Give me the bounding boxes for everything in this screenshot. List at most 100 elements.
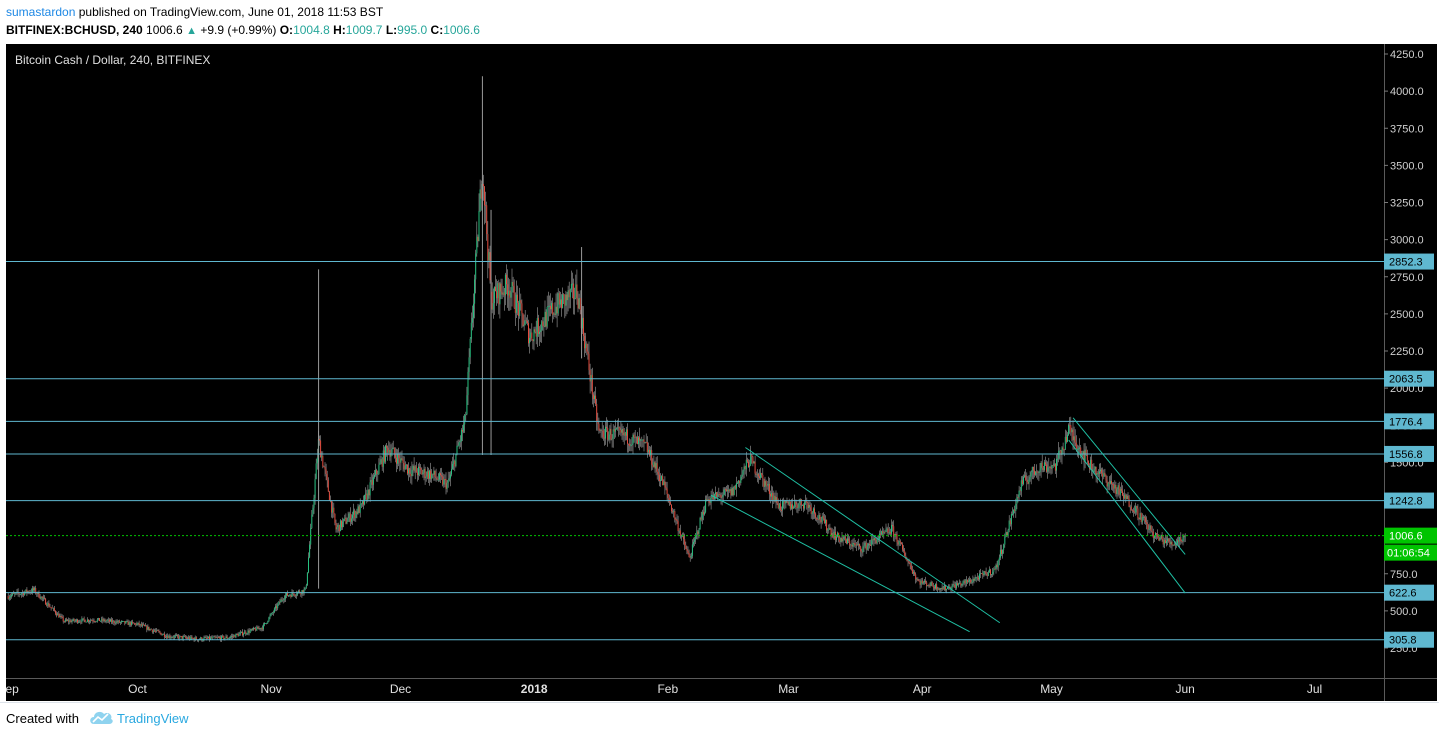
candle-body <box>497 283 499 299</box>
candle-body <box>378 464 380 474</box>
candle-body <box>748 461 749 467</box>
candle-body <box>964 580 966 584</box>
candle-body <box>1039 469 1041 473</box>
candle-body <box>885 529 887 532</box>
candle-body <box>242 631 243 636</box>
candle-body <box>688 553 690 558</box>
candle-body <box>68 620 70 622</box>
candle-body <box>26 589 28 593</box>
candle-body <box>1068 425 1070 435</box>
candle-body <box>429 470 430 479</box>
candle-body <box>342 521 344 528</box>
candle-body <box>69 620 71 622</box>
candle-body <box>270 613 272 616</box>
candle-body <box>792 504 793 509</box>
candle-body <box>312 507 314 515</box>
candle-body <box>728 489 730 492</box>
candle-body <box>1149 525 1151 530</box>
candle-body <box>179 636 181 639</box>
candle-body <box>817 519 819 520</box>
candle-body <box>605 426 606 439</box>
candle-body <box>1090 459 1092 470</box>
candle-body <box>919 581 921 585</box>
candle-body <box>500 283 502 292</box>
tradingview-cloud-icon[interactable] <box>88 709 114 727</box>
candle-body <box>525 320 527 322</box>
level-label-box <box>1384 370 1434 387</box>
candle-body <box>644 442 646 443</box>
candle-body <box>432 473 434 475</box>
candle-body <box>347 518 349 522</box>
chart-area[interactable]: 250.0500.0750.01000.01250.01500.01750.02… <box>0 44 1437 701</box>
candle-body <box>248 630 250 633</box>
candle-body <box>18 593 20 595</box>
candle-body <box>140 624 142 626</box>
candle-body <box>751 454 753 457</box>
candle-body <box>50 607 52 608</box>
candle-body <box>447 479 449 483</box>
candle-body <box>332 507 334 513</box>
candle-body <box>214 636 216 638</box>
candle-body <box>298 590 300 592</box>
candle-body <box>691 544 693 556</box>
candle-body <box>984 571 986 573</box>
candle-body <box>19 594 21 595</box>
author-link[interactable]: sumastardon <box>6 5 76 19</box>
candle-body <box>922 582 924 584</box>
candle-body <box>165 636 166 638</box>
candle-body <box>184 636 186 638</box>
candle-body <box>550 305 551 310</box>
candle-body <box>915 574 917 580</box>
tradingview-link[interactable]: TradingView <box>117 711 189 726</box>
candle-body <box>35 588 37 594</box>
candle-body <box>1134 511 1136 513</box>
candle-body <box>92 620 94 622</box>
candle-body <box>616 428 617 430</box>
candle-body <box>482 184 484 187</box>
candle-body <box>737 482 738 484</box>
candlestick-chart[interactable]: 250.0500.0750.01000.01250.01500.01750.02… <box>0 44 1437 701</box>
candle-body <box>201 637 203 641</box>
candle-body <box>102 618 104 621</box>
candle-body <box>789 501 791 509</box>
candle-body <box>892 525 894 527</box>
candle-body <box>237 634 239 637</box>
candle-body <box>245 631 247 634</box>
candle-body <box>1008 520 1010 530</box>
candle-body <box>1160 534 1162 538</box>
candle-body <box>161 634 163 636</box>
candle-body <box>261 627 263 630</box>
candle-body <box>40 596 42 599</box>
candle-body <box>1158 537 1160 541</box>
candle-body <box>651 450 653 465</box>
horizontal-levels <box>6 261 1384 641</box>
candle-body <box>600 430 602 431</box>
candle-body <box>459 441 461 443</box>
candle-body <box>217 637 219 639</box>
candle-body <box>796 504 798 508</box>
candle-body <box>477 236 479 241</box>
candle-body <box>790 504 792 509</box>
candle-body <box>247 630 249 634</box>
candle-body <box>684 539 686 546</box>
candle-body <box>402 459 404 463</box>
candle-body <box>706 499 708 501</box>
candle-body <box>509 290 511 298</box>
trend-line <box>1072 417 1186 555</box>
candle-body <box>757 473 759 477</box>
time-tick-label: Mar <box>778 682 799 696</box>
candle-body <box>251 629 253 630</box>
candle-body <box>1104 472 1106 476</box>
candle-body <box>410 473 412 477</box>
candle-body <box>952 584 954 586</box>
candle-body <box>699 517 701 530</box>
candle-body <box>745 459 747 470</box>
candle-body <box>980 573 982 574</box>
candle-body <box>1072 429 1074 441</box>
candle-body <box>374 475 375 478</box>
candle-body <box>90 620 92 622</box>
candle-body <box>397 453 399 464</box>
candle-body <box>110 619 111 622</box>
candle-body <box>334 513 336 523</box>
candle-body <box>620 430 622 433</box>
